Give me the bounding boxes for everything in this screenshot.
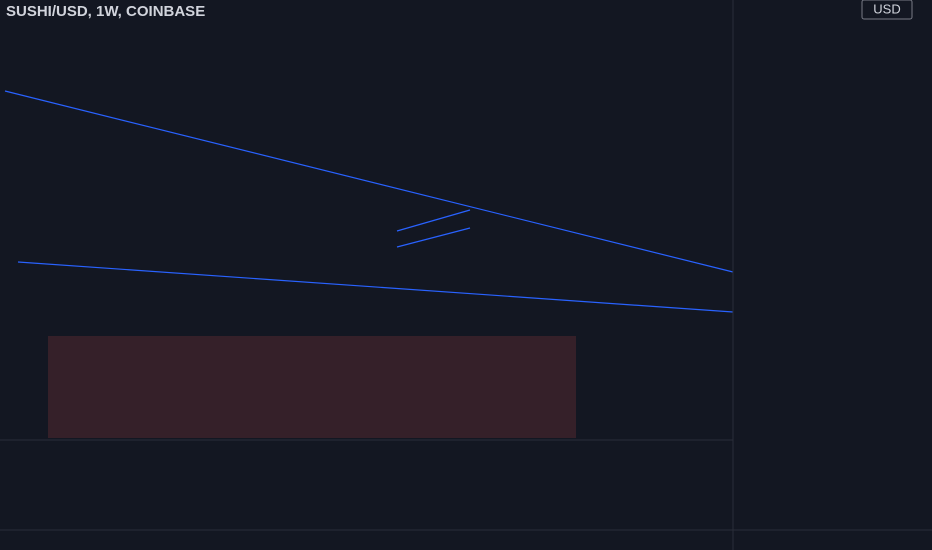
currency[interactable]: USD	[873, 1, 900, 16]
channel-line	[396, 227, 471, 248]
trend-line	[4, 90, 734, 273]
macd-highlight	[48, 336, 576, 438]
channel-line	[396, 209, 471, 232]
trend-line	[17, 261, 734, 313]
chart-title: SUSHI/USD, 1W, COINBASE	[6, 3, 205, 20]
currency-box[interactable]	[861, 0, 913, 20]
